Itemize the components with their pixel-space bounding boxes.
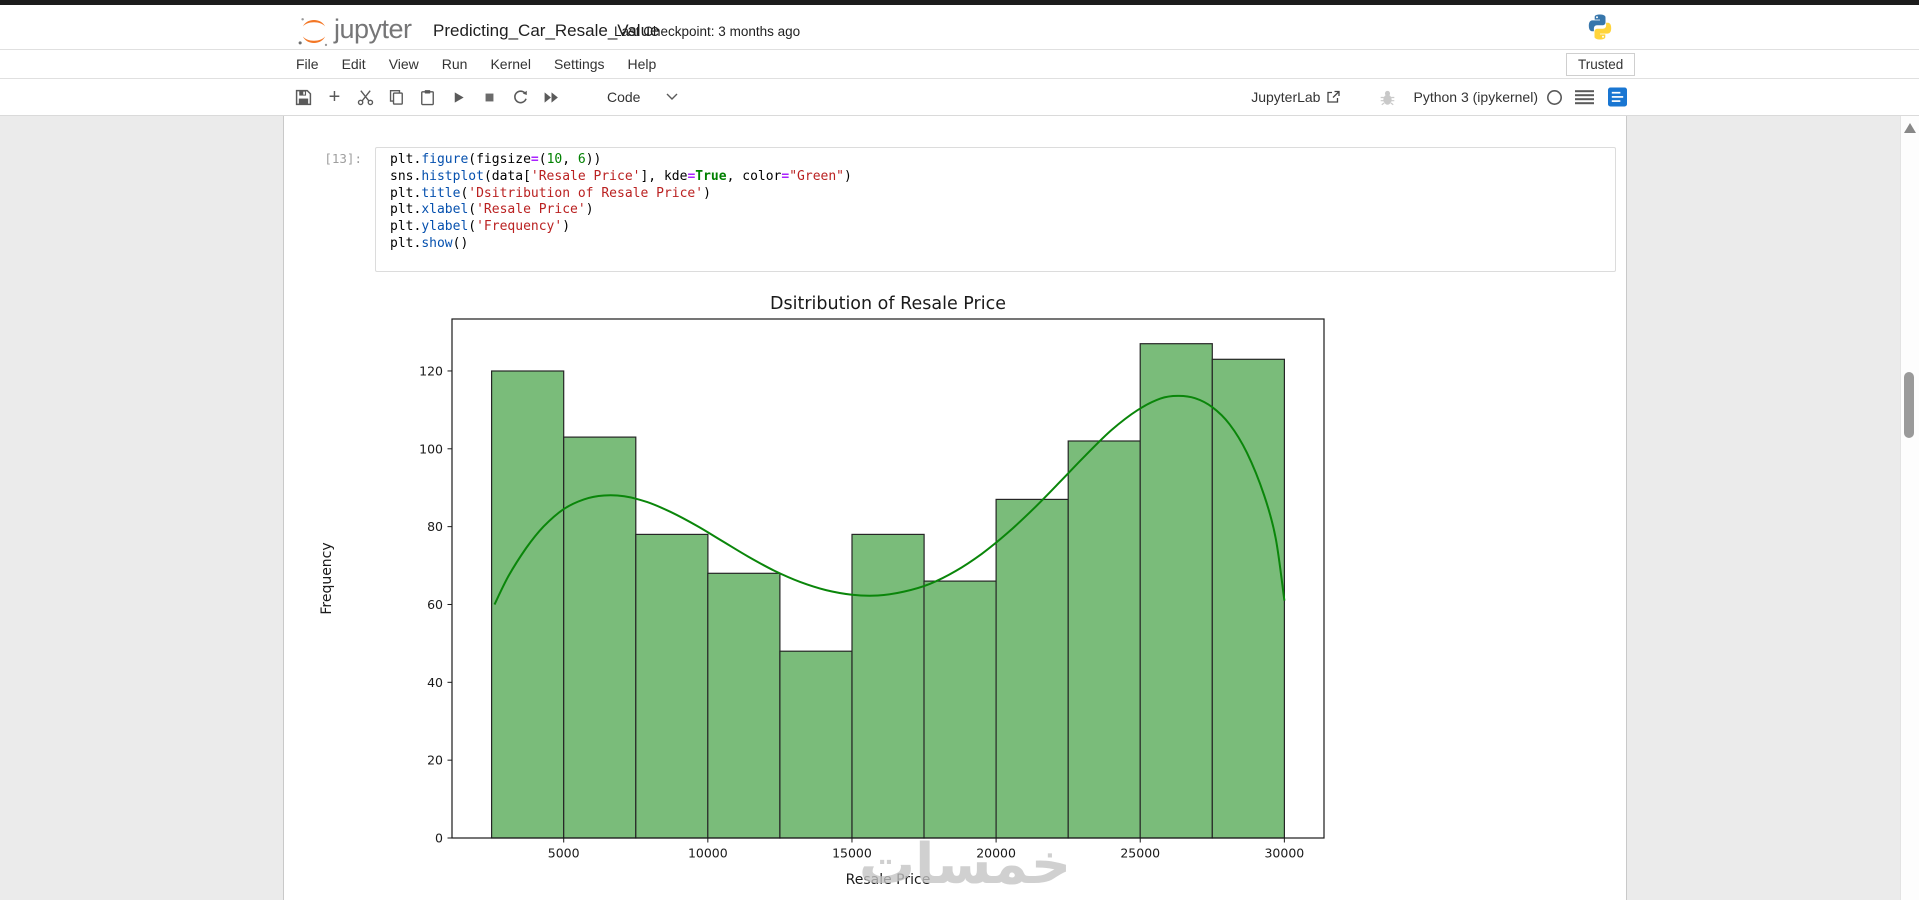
y-tick-label: 20 — [427, 753, 443, 768]
paste-icon[interactable] — [418, 88, 437, 107]
trusted-button[interactable]: Trusted — [1566, 53, 1636, 76]
restart-run-all-icon[interactable] — [542, 88, 561, 107]
histogram-bar — [491, 370, 565, 839]
kernel-status-icon — [1545, 88, 1564, 107]
notebook-header: jupyter Predicting_Car_Resale_Value Last… — [0, 5, 1919, 50]
python-logo-icon — [1586, 13, 1614, 46]
x-tick-label: 10000 — [688, 846, 728, 861]
x-axis-label: Resale Price — [846, 872, 931, 888]
khamsat-watermark: خمسات — [859, 832, 1071, 897]
y-tick-label: 0 — [435, 831, 443, 846]
restart-kernel-icon[interactable] — [511, 88, 530, 107]
x-tick-label: 30000 — [1264, 846, 1304, 861]
menu-item-kernel[interactable]: Kernel — [490, 56, 531, 72]
menu-item-view[interactable]: View — [388, 56, 419, 72]
y-tick-label: 40 — [427, 675, 443, 690]
cell-type-value: Code — [607, 89, 641, 105]
histogram-bar — [995, 498, 1069, 839]
output-figure: 0 20 40 60 80 100 120 5000 10000 15000 20000 25000 3… — [311, 283, 1436, 900]
code-line: plt.figure(figsize=(10, 6)) — [390, 152, 602, 167]
y-axis-label: Frequency — [319, 542, 335, 614]
save-icon[interactable] — [294, 88, 313, 107]
debugger-bug-icon[interactable] — [1378, 88, 1397, 107]
code-lines[interactable]: plt.figure(figsize=(10, 6)) sns.histplot(… — [390, 152, 852, 253]
side-panel-toggle-icon[interactable] — [1608, 87, 1627, 107]
cell-type-dropdown[interactable]: Code — [607, 89, 678, 105]
y-tick-label: 60 — [427, 597, 443, 612]
x-tick-label: 5000 — [548, 846, 580, 861]
view-menu-icon[interactable] — [1575, 88, 1594, 107]
histogram-bar — [779, 650, 853, 839]
menu-item-help[interactable]: Help — [627, 56, 657, 72]
kernel-name[interactable]: Python 3 (ipykernel) — [1413, 89, 1538, 105]
histogram-bar — [923, 580, 997, 839]
notebook-title[interactable]: Predicting_Car_Resale_Value — [433, 21, 660, 40]
jupyter-logo-icon[interactable] — [296, 16, 332, 52]
plot-border — [451, 318, 1325, 839]
chevron-down-icon — [666, 93, 678, 100]
scrollbar-track — [1900, 116, 1919, 900]
external-link-icon — [1327, 90, 1341, 103]
y-tick-label: 80 — [427, 519, 443, 534]
menu-item-settings[interactable]: Settings — [553, 56, 605, 72]
y-tick-label: 100 — [419, 441, 443, 456]
menu-item-file[interactable]: File — [296, 56, 319, 72]
code-line: plt.title('Dsitribution of Resale Price'… — [390, 185, 711, 201]
run-cell-icon[interactable] — [449, 88, 468, 107]
open-in-jupyterlab-link[interactable]: JupyterLab — [1251, 89, 1341, 105]
interrupt-kernel-icon[interactable] — [480, 88, 499, 107]
code-cell-editor[interactable] — [375, 147, 1616, 272]
toolbar-left-group: + Code — [294, 79, 678, 115]
jupyter-wordmark: jupyter — [334, 14, 412, 44]
scrollbar-up-arrow[interactable] — [1904, 123, 1916, 133]
jupyterlab-label: JupyterLab — [1251, 89, 1321, 105]
x-tick-label: 20000 — [976, 846, 1016, 861]
histogram-bar — [707, 572, 781, 839]
histogram-bar — [1139, 343, 1213, 839]
y-tick-label: 120 — [419, 363, 443, 378]
menu-bar: File Edit View Run Kernel Settings Help Truste… — [0, 50, 1919, 79]
kde-curve — [493, 394, 1286, 605]
code-line: plt.show() — [390, 235, 469, 251]
code-line: plt.ylabel('Frequency') — [390, 219, 571, 235]
histogram-bar — [851, 533, 925, 839]
x-tick-label: 15000 — [832, 846, 872, 861]
cut-icon[interactable] — [356, 88, 375, 107]
toolbar-right-group: JupyterLab Python 3 (ipykernel) — [1251, 79, 1627, 115]
code-line: sns.histplot(data['Resale Price'], kde=T… — [390, 168, 852, 184]
menu-items: File Edit View Run Kernel Settings Help — [296, 50, 656, 78]
copy-icon[interactable] — [387, 88, 406, 107]
chart-title: Dsitribution of Resale Price — [770, 294, 1006, 314]
window-top-edge — [0, 0, 1919, 5]
add-cell-icon[interactable]: + — [328, 85, 341, 108]
menu-item-edit[interactable]: Edit — [341, 56, 366, 72]
notebook-toolbar: + Code JupyterLab — [0, 79, 1919, 116]
checkpoint-status: Last Checkpoint: 3 months ago — [614, 24, 801, 39]
histogram-bar — [1211, 358, 1285, 839]
execution-count-prompt: [13]: — [324, 151, 362, 166]
menu-item-run[interactable]: Run — [441, 56, 468, 72]
histogram-bar — [1067, 440, 1141, 839]
x-tick-label: 25000 — [1120, 846, 1160, 861]
code-line: plt.xlabel('Resale Price') — [390, 202, 594, 218]
histogram-bar — [635, 533, 709, 839]
scrollbar-thumb[interactable] — [1904, 372, 1914, 438]
